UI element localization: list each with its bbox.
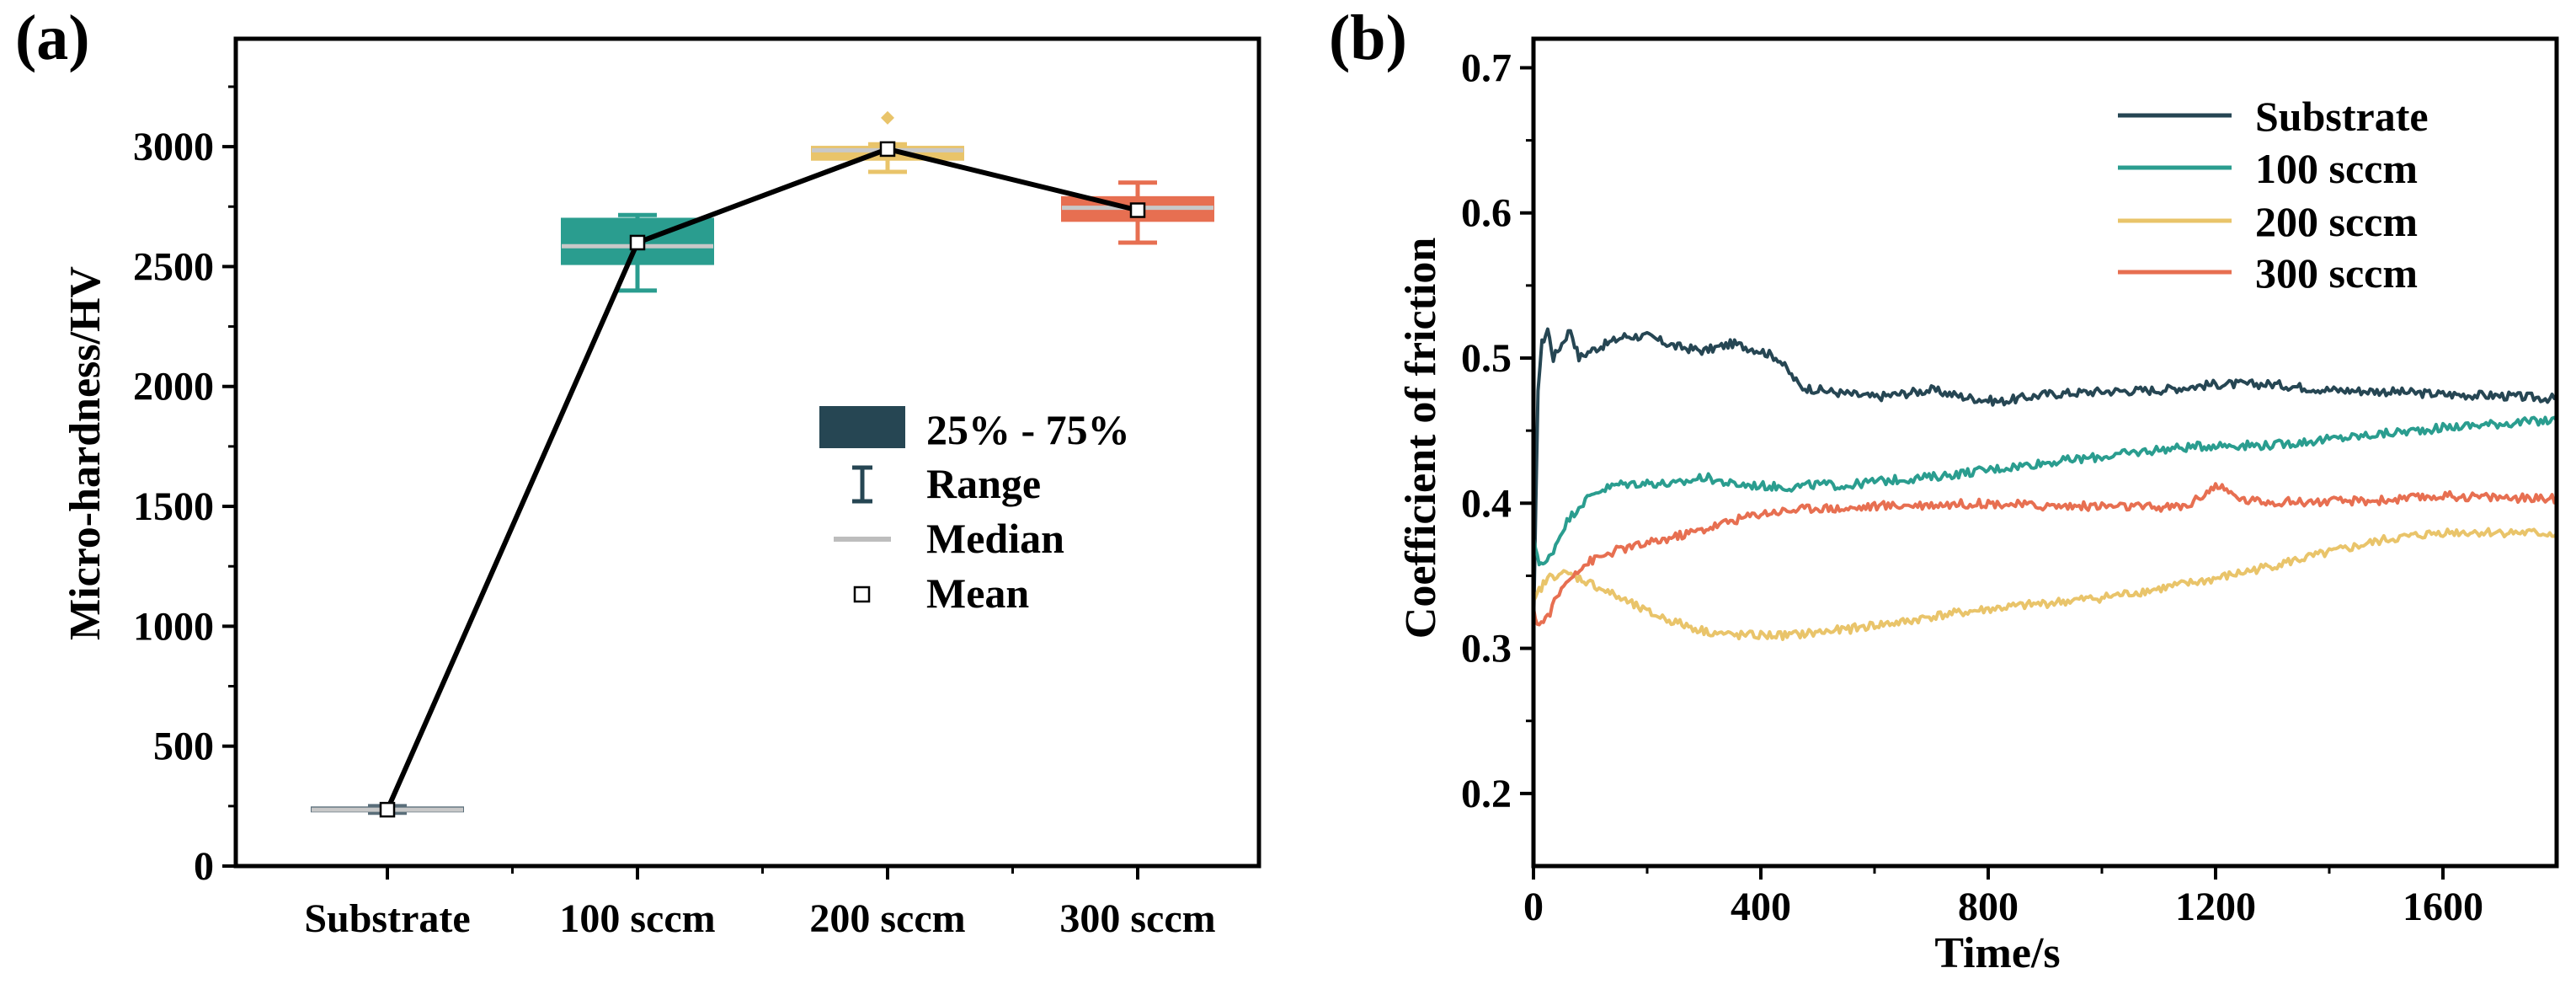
b-y-tick-label: 0.2: [1461, 772, 1512, 816]
legend-label-iqr: 25% - 75%: [926, 406, 1130, 453]
series-line-200-sccm: [1532, 527, 2558, 641]
series-line-100-sccm: [1532, 415, 2558, 567]
b-x-tick-label: 1200: [2175, 885, 2256, 929]
legend-label-substrate: Substrate: [2255, 93, 2429, 140]
panel-b-x-axis-title: Time/s: [1934, 929, 2060, 977]
panel-b: (b) Coefficient of friction Time/s 0.20.…: [1329, 3, 2559, 977]
legend-label-mean: Mean: [926, 570, 1029, 617]
b-x-tick-label: 400: [1731, 885, 1791, 929]
mean-marker-substrate: [379, 801, 396, 818]
b-y-tick-label: 0.3: [1461, 627, 1512, 671]
outlier-200-sccm: [881, 110, 894, 125]
a-x-tick-label-100-sccm: 100 sccm: [559, 896, 715, 941]
a-y-tick-label: 1500: [133, 484, 214, 529]
panel-b-frame: [1531, 36, 2559, 869]
panel-a-label: (a): [15, 3, 90, 73]
panel-b-label: (b): [1329, 3, 1407, 73]
a-y-tick-label: 2500: [133, 244, 214, 289]
series-line-300-sccm: [1532, 482, 2558, 627]
a-y-tick-label: 3000: [133, 125, 214, 169]
panel-a: (a) Micro-hardness/HV 0 500 1000 1500 2000 25…: [15, 3, 1261, 941]
legend-label-range: Range: [926, 460, 1041, 507]
panel-b-plot-area: 0.2 0.3 0.4 0.5 0.6 0.7 0 400 800 1200 1600: [1461, 45, 2558, 929]
panel-a-legend: 25% - 75% Range Median Mean: [819, 406, 1130, 617]
b-x-tick-label: 1600: [2403, 885, 2483, 929]
legend-mean-swatch: [853, 586, 871, 603]
mean-line: [385, 146, 1139, 811]
legend-box-swatch: [819, 406, 905, 448]
legend-range-swatch: [852, 465, 872, 504]
b-x-tick-label: 800: [1958, 885, 2019, 929]
mean-marker-200-sccm: [879, 141, 896, 158]
a-x-tick-label-300-sccm: 300 sccm: [1059, 896, 1215, 941]
b-y-tick-label: 0.6: [1461, 191, 1512, 236]
legend-label-200-sccm: 200 sccm: [2255, 198, 2418, 245]
panel-a-frame: [233, 36, 1261, 869]
panel-a-plot-area: 0 500 1000 1500 2000 2500 3000 Substrate 100 scc…: [133, 85, 1216, 941]
b-y-tick-label: 0.5: [1461, 336, 1512, 381]
legend-label-300-sccm: 300 sccm: [2255, 249, 2418, 297]
legend-label-100-sccm: 100 sccm: [2255, 145, 2418, 192]
panel-a-y-axis-title: Micro-hardness/HV: [61, 266, 109, 640]
b-x-tick-label: 0: [1523, 885, 1544, 929]
a-y-tick-label: 500: [153, 725, 214, 769]
a-x-tick-label-200-sccm: 200 sccm: [809, 896, 965, 941]
a-y-tick-label: 0: [194, 844, 214, 889]
mean-marker-100-sccm: [629, 234, 646, 251]
legend-label-median: Median: [926, 515, 1064, 562]
panel-b-legend: Substrate 100 sccm 200 sccm 300 sccm: [2118, 93, 2429, 297]
a-x-tick-label-substrate: Substrate: [304, 896, 470, 941]
a-y-tick-label: 2000: [133, 365, 214, 409]
mean-marker-300-sccm: [1129, 202, 1146, 218]
series-line-substrate: [1532, 327, 2557, 631]
b-y-tick-label: 0.4: [1461, 481, 1512, 526]
a-y-tick-label: 1000: [133, 604, 214, 649]
panel-b-y-axis-title: Coefficient of friction: [1397, 238, 1445, 639]
b-y-tick-label: 0.7: [1461, 45, 1512, 90]
